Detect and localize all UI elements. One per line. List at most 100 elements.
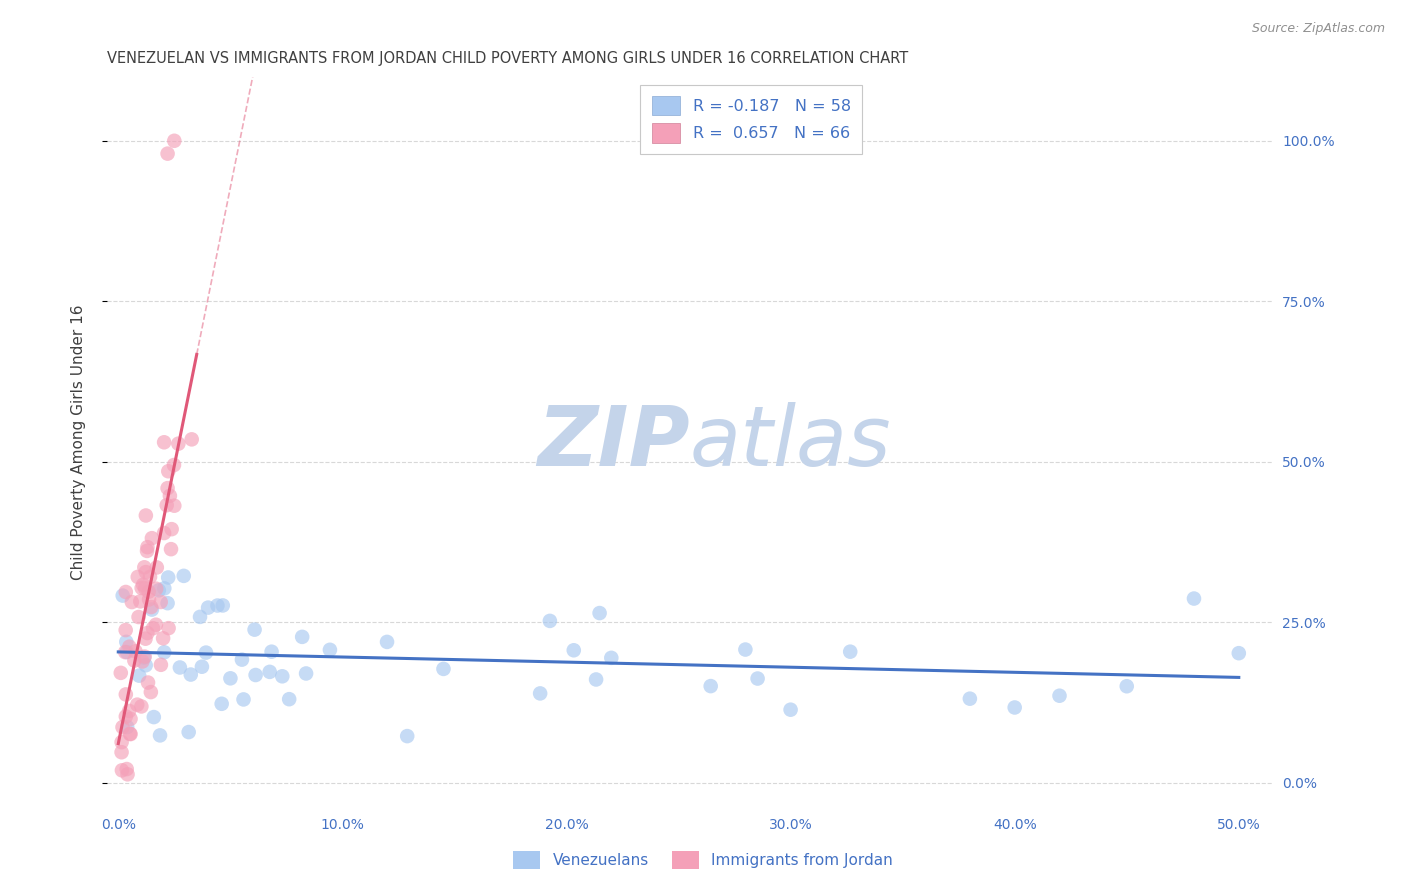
Point: [959, 691, 981, 706]
Point: [115, 762, 138, 776]
Point: [149, 728, 172, 742]
Point: [271, 669, 294, 683]
Point: [146, 560, 169, 574]
Point: [295, 666, 318, 681]
Point: [375, 635, 398, 649]
Point: [149, 657, 172, 672]
Point: [148, 583, 170, 598]
Point: [134, 582, 156, 596]
Point: [260, 645, 283, 659]
Point: [180, 667, 202, 681]
Point: [121, 595, 143, 609]
Point: [120, 727, 142, 741]
Point: [191, 659, 214, 673]
Point: [114, 585, 136, 599]
Point: [138, 584, 160, 599]
Point: [136, 626, 159, 640]
Point: [134, 560, 156, 574]
Point: [145, 582, 167, 596]
Point: [291, 630, 314, 644]
Point: [127, 698, 149, 712]
Point: [195, 646, 218, 660]
Point: [135, 632, 157, 646]
Point: [188, 610, 211, 624]
Point: [163, 134, 186, 148]
Point: [163, 499, 186, 513]
Point: [243, 623, 266, 637]
Point: [232, 692, 254, 706]
Point: [160, 542, 183, 557]
Point: [136, 540, 159, 554]
Point: [152, 632, 174, 646]
Point: [149, 595, 172, 609]
Point: [432, 662, 454, 676]
Point: [156, 146, 179, 161]
Point: [319, 642, 342, 657]
Point: [231, 652, 253, 666]
Point: [259, 665, 281, 679]
Legend: Venezuelans, Immigrants from Jordan: Venezuelans, Immigrants from Jordan: [506, 845, 900, 875]
Point: [207, 599, 229, 613]
Point: [839, 645, 862, 659]
Point: [131, 581, 153, 595]
Point: [131, 699, 153, 714]
Point: [156, 596, 179, 610]
Point: [114, 645, 136, 659]
Point: [135, 508, 157, 523]
Point: [128, 668, 150, 682]
Point: [159, 489, 181, 503]
Point: [127, 570, 149, 584]
Point: [110, 665, 132, 680]
Point: [135, 658, 157, 673]
Point: [747, 672, 769, 686]
Point: [600, 650, 623, 665]
Point: [142, 710, 165, 724]
Point: [111, 764, 134, 778]
Point: [141, 602, 163, 616]
Point: [111, 720, 134, 734]
Point: [132, 578, 155, 592]
Point: [135, 565, 157, 579]
Point: [118, 727, 141, 741]
Point: [114, 623, 136, 637]
Point: [142, 621, 165, 635]
Point: [124, 644, 146, 658]
Point: [180, 433, 202, 447]
Point: [128, 610, 150, 624]
Point: [167, 436, 190, 450]
Point: [278, 692, 301, 706]
Point: [139, 570, 162, 584]
Legend: R = -0.187   N = 58, R =  0.657   N = 66: R = -0.187 N = 58, R = 0.657 N = 66: [640, 85, 862, 154]
Point: [177, 725, 200, 739]
Point: [118, 640, 141, 654]
Point: [131, 655, 153, 669]
Point: [529, 686, 551, 700]
Point: [118, 704, 141, 718]
Point: [219, 671, 242, 685]
Point: [734, 642, 756, 657]
Point: [211, 697, 233, 711]
Point: [163, 458, 186, 472]
Point: [114, 687, 136, 701]
Text: Source: ZipAtlas.com: Source: ZipAtlas.com: [1251, 22, 1385, 36]
Point: [169, 660, 191, 674]
Point: [115, 635, 138, 649]
Point: [562, 643, 585, 657]
Point: [157, 464, 180, 478]
Point: [245, 668, 267, 682]
Point: [396, 729, 419, 743]
Point: [1182, 591, 1205, 606]
Point: [197, 600, 219, 615]
Point: [699, 679, 721, 693]
Point: [156, 481, 179, 495]
Point: [117, 767, 139, 781]
Point: [157, 570, 180, 584]
Text: atlas: atlas: [690, 402, 891, 483]
Point: [156, 498, 179, 512]
Point: [136, 675, 159, 690]
Point: [115, 645, 138, 659]
Point: [111, 735, 134, 749]
Point: [110, 745, 132, 759]
Point: [139, 685, 162, 699]
Point: [1004, 700, 1026, 714]
